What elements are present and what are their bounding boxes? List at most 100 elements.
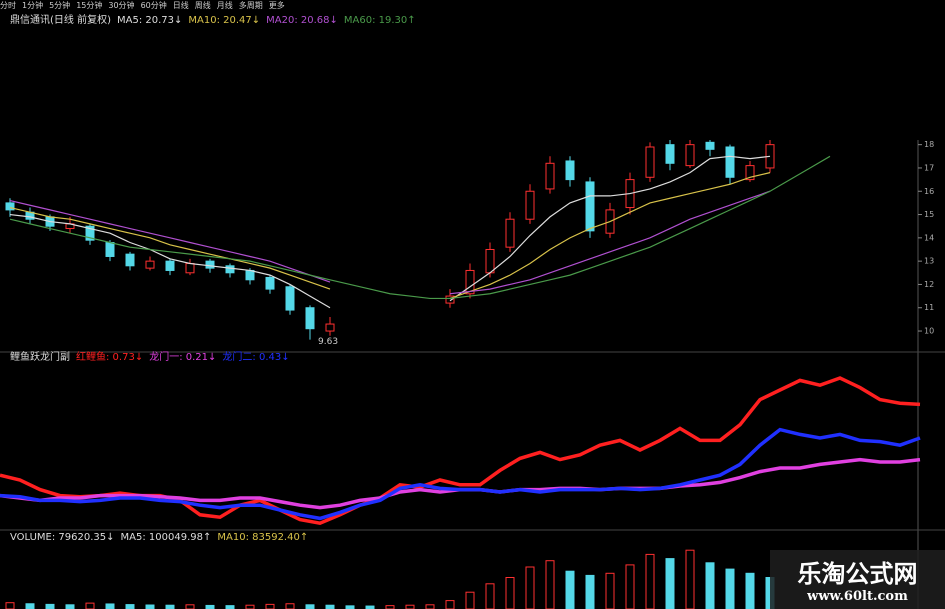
toolbar: 分时 1分钟 5分钟 15分钟 30分钟 60分钟 日线 周线 月线 多周期 更多 [0,0,291,12]
volume-bar [585,574,595,609]
volume-bar [485,583,495,609]
candle-body [685,144,695,167]
volume-bar [285,603,295,609]
volume-bar [125,604,135,609]
legend-entry: 龙门一: 0.21↓ [149,350,216,363]
volume-bar [725,568,735,609]
toolbar-item[interactable]: 15分钟 [76,1,103,10]
panel-title: 鼎信通讯(日线 前复权) [10,13,111,26]
volume-bar [645,553,655,609]
volume-bar [445,600,455,609]
volume-bar [245,604,255,609]
y-tick-label: 14 [924,233,934,242]
volume-bar [745,572,755,609]
candle-body [505,218,515,248]
candle-body [645,146,655,178]
candle-body [705,141,715,150]
volume-bar [545,560,555,609]
series-line [9,155,831,300]
candle-body [545,162,555,190]
toolbar-item[interactable]: 1分钟 [22,1,44,10]
legend-entry: MA10: 20.47↓ [188,15,260,26]
candle-body [325,323,335,332]
volume-bar [5,602,15,609]
toolbar-item[interactable]: 60分钟 [140,1,167,10]
volume-bar [385,605,395,609]
legend-entry: MA5: 20.73↓ [117,15,182,26]
volume-bar [605,572,615,609]
candle-body [185,262,195,274]
volume-bar [665,558,675,609]
legend: 鼎信通讯(日线 前复权) MA5: 20.73↓ MA10: 20.47↓ MA20:… [10,13,416,26]
candle-body [165,260,175,271]
candle-body [465,269,475,295]
legend-entry: MA60: 19.30↑ [344,15,416,26]
volume-bar [45,603,55,609]
volume-bar [225,605,235,609]
volume-bar [505,577,515,609]
toolbar-item[interactable]: 月线 [216,1,233,10]
legend-entry: 红鲤鱼: 0.73↓ [76,350,143,363]
y-tick-label: 13 [924,257,934,266]
panel-title: 鲤鱼跃龙门副 [10,350,70,363]
volume-bar [405,604,415,609]
volume-bar [525,566,535,609]
candle-body [445,295,455,304]
toolbar-item[interactable]: 日线 [172,1,189,10]
volume-bar [25,603,35,609]
panel-title: VOLUME: 79620.35↓ [10,532,115,543]
legend: 鲤鱼跃龙门副 红鲤鱼: 0.73↓ 龙门一: 0.21↓ 龙门二: 0.43↓ [10,350,290,363]
candle-body [665,144,675,164]
legend: VOLUME: 79620.35↓ MA5: 100049.98↑ MA10: 83… [10,532,308,543]
toolbar-item[interactable]: 周线 [194,1,211,10]
candle-body [5,202,15,211]
candle-body [745,165,755,181]
y-tick-label: 10 [924,327,934,336]
volume-bar [705,562,715,609]
series-line [9,155,771,309]
volume-bar [185,604,195,609]
watermark: 乐淘公式网 www.60lt.com [770,550,945,609]
y-tick-label: 17 [924,163,934,172]
volume-bar [165,604,175,609]
legend-entry: MA10: 83592.40↑ [217,532,308,543]
candle-body [565,160,575,181]
candle-body [125,253,135,267]
candle-body [245,269,255,281]
candle-body [525,190,535,220]
volume-bar [145,604,155,609]
toolbar-item[interactable]: 多周期 [238,1,263,10]
volume-bar [685,549,695,609]
candle-body [285,286,295,311]
watermark-title: 乐淘公式网 [797,560,918,588]
y-tick-label: 12 [924,280,934,289]
volume-bar [565,570,575,609]
candle-body [85,225,95,241]
volume-bar [85,602,95,609]
series-line [9,190,771,295]
toolbar-item[interactable]: 30分钟 [108,1,135,10]
toolbar-item[interactable]: 更多 [268,1,285,10]
series-line [0,376,921,526]
candle-body [725,146,735,178]
candle-body [105,242,115,257]
legend-entry: MA20: 20.68↓ [266,15,338,26]
series-line [0,427,921,521]
volume-bar [305,604,315,609]
candle-body [485,248,495,274]
toolbar-item[interactable]: 5分钟 [49,1,71,10]
volume-bar [105,603,115,609]
legend-entry: MA5: 100049.98↑ [121,532,212,543]
y-tick-label: 18 [924,140,934,149]
volume-bar [65,604,75,609]
volume-bar [625,564,635,609]
candle-body [585,181,595,232]
volume-bar [465,591,475,609]
y-tick-label: 11 [924,303,934,312]
watermark-url: www.60lt.com [807,589,908,604]
volume-bar [425,604,435,609]
candle-body [305,307,315,330]
toolbar-item[interactable]: 分时 [0,1,16,10]
